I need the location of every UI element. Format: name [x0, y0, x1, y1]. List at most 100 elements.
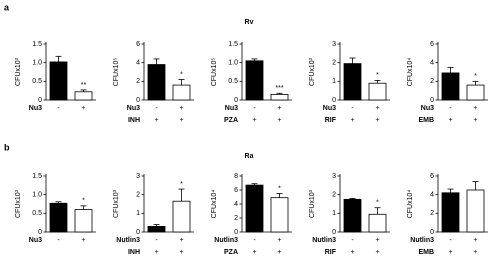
condition-mark: +: [375, 237, 379, 244]
condition-name: RIF: [325, 249, 337, 256]
y-tick-label: 0.5: [32, 78, 42, 85]
bar: [172, 200, 191, 233]
y-tick-label: 2: [234, 215, 238, 222]
y-axis-label: CFUx10⁴: [407, 58, 414, 87]
condition-mark: -: [253, 105, 256, 112]
y-tick-label: 2: [136, 78, 140, 85]
bar-chart: CFUx10⁴ 0 2 4 6 * Nu3 - + EMB + +: [407, 41, 488, 124]
y-tick-label: 0: [38, 229, 42, 236]
y-tick-label: 2: [430, 210, 434, 217]
y-tick-label: 3: [136, 173, 140, 180]
bar: [270, 94, 289, 101]
y-tick-label: 0: [332, 229, 336, 236]
bar: [147, 225, 166, 233]
y-tick-label: 1: [136, 210, 140, 217]
bar: [74, 91, 93, 101]
bar: [147, 64, 166, 101]
y-axis-label: CFUx10³: [309, 57, 316, 86]
condition-name: INH: [128, 249, 140, 256]
y-tick-label: 0: [430, 97, 434, 104]
condition-mark: +: [375, 249, 379, 256]
y-tick-label: 4: [430, 60, 434, 67]
condition-mark: -: [351, 237, 354, 244]
bar: [441, 72, 460, 101]
y-tick-label: 6: [430, 173, 434, 180]
y-tick-label: 6: [234, 187, 238, 194]
bar: [172, 84, 191, 101]
y-tick-label: 6: [430, 41, 434, 48]
condition-name: INH: [128, 117, 140, 124]
y-tick-label: 3: [332, 41, 336, 48]
condition-mark: +: [473, 117, 477, 124]
condition-name: Nu3: [29, 237, 42, 244]
bar: [245, 60, 264, 101]
condition-name: Nu3: [29, 105, 42, 112]
significance-label: *: [180, 181, 183, 188]
y-tick-label: 3: [332, 173, 336, 180]
panel-letter: b: [4, 142, 10, 152]
bar: [343, 198, 362, 233]
condition-name: PZA: [224, 117, 238, 124]
y-tick-label: 6: [136, 41, 140, 48]
condition-name: Nutlin3: [214, 237, 238, 244]
condition-mark: +: [277, 105, 281, 112]
bar: [49, 202, 68, 233]
y-tick-label: 0: [430, 229, 434, 236]
condition-name: Nutlin3: [116, 237, 140, 244]
y-tick-label: 1.5: [32, 41, 42, 48]
bar: [368, 82, 387, 101]
condition-mark: +: [179, 117, 183, 124]
y-tick-label: 1: [332, 78, 336, 85]
significance-label: *: [278, 185, 281, 192]
bar: [270, 197, 289, 233]
y-tick-label: 0: [234, 97, 238, 104]
bar-chart: CFUx10³ 0 0.5 1.0 1.5 * Nu3 - +: [15, 173, 96, 244]
significance-label: *: [376, 72, 379, 79]
bar-chart: CFUx10³ 0 0.5 1.0 1.5 ** Nu3 - +: [15, 41, 96, 112]
condition-mark: +: [81, 105, 85, 112]
condition-name: PZA: [224, 249, 238, 256]
condition-name: Nutlin3: [312, 237, 336, 244]
y-tick-label: 0.5: [32, 210, 42, 217]
y-tick-label: 0: [332, 97, 336, 104]
y-axis-label: CFUx10⁴: [211, 190, 218, 219]
condition-name: EMB: [418, 249, 434, 256]
condition-mark: -: [57, 237, 60, 244]
significance-label: *: [474, 73, 477, 80]
condition-mark: +: [473, 105, 477, 112]
condition-mark: +: [448, 117, 452, 124]
y-tick-label: 0: [234, 229, 238, 236]
condition-name: Nu3: [323, 105, 336, 112]
y-tick-label: 2: [136, 192, 140, 199]
bar-chart: CFUx10⁴ 0 2 4 6 8 * Nutlin3 - + PZA + +: [211, 173, 292, 256]
condition-mark: -: [449, 105, 452, 112]
significance-label: **: [81, 82, 87, 89]
condition-name: EMB: [418, 117, 434, 124]
y-tick-label: 1.5: [32, 173, 42, 180]
bar-chart: CFUx10⁵ 0 0.5 1.0 1.5 *** Nu3 - + PZA + +: [211, 41, 292, 124]
bar: [74, 209, 93, 233]
condition-mark: +: [252, 249, 256, 256]
condition-mark: +: [375, 105, 379, 112]
condition-mark: +: [375, 117, 379, 124]
row-title: Rv: [245, 19, 254, 26]
condition-mark: +: [277, 237, 281, 244]
y-axis-label: CFUx10⁴: [407, 190, 414, 219]
condition-mark: +: [448, 249, 452, 256]
y-tick-label: 0: [136, 229, 140, 236]
bar: [245, 184, 264, 233]
y-axis-label: CFUx10³: [113, 189, 120, 218]
condition-mark: +: [277, 117, 281, 124]
bar: [343, 63, 362, 101]
condition-name: Nutlin3: [410, 237, 434, 244]
condition-mark: +: [81, 237, 85, 244]
condition-mark: +: [179, 237, 183, 244]
condition-mark: +: [179, 249, 183, 256]
bar: [466, 84, 485, 101]
bar-chart: CFUx10⁴ 0 2 4 6 Nutlin3 - + EMB + +: [407, 173, 488, 256]
y-axis-label: CFUx10⁵: [211, 58, 218, 87]
condition-name: Nu3: [421, 105, 434, 112]
bar-chart: CFUx10⁵ 0 2 4 6 * Nu3 - + INH + +: [113, 41, 194, 124]
y-axis-label: CFUx10⁵: [113, 58, 120, 87]
